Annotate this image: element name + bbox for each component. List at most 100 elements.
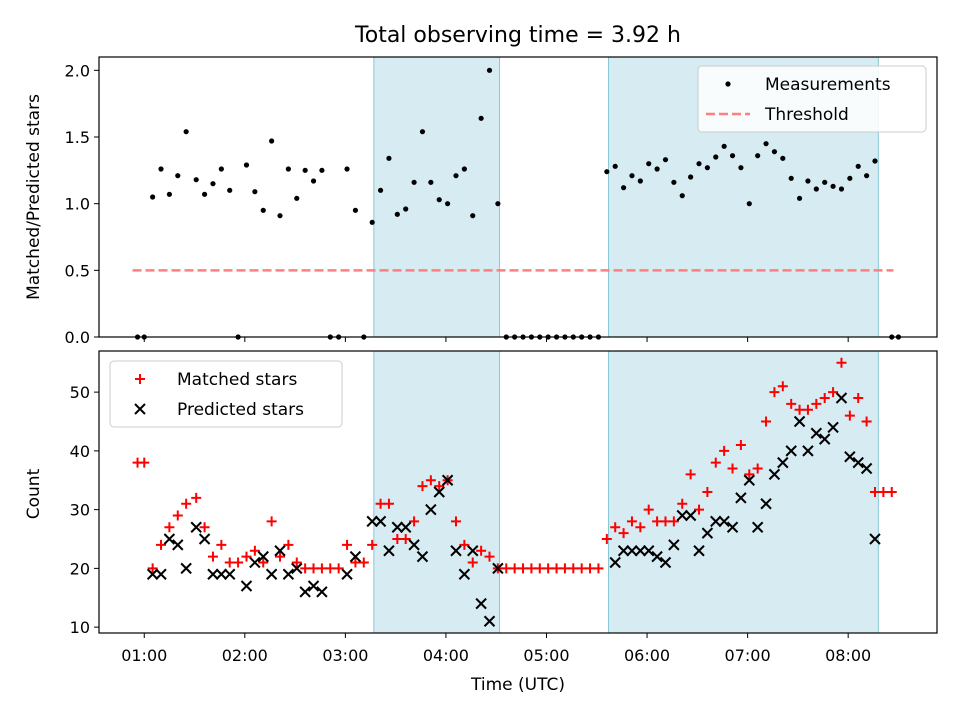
matched-star-point [694,504,705,515]
measurement-point [671,179,677,185]
matched-star-point [417,481,428,492]
y-tick-label: 30 [70,501,90,520]
measurement-point [428,179,434,185]
predicted-star-point [441,474,454,486]
predicted-star-point [291,562,303,575]
predicted-star-point [693,545,705,557]
matched-star-point [258,557,269,568]
matched-star-point [434,481,445,492]
matched-star-point [216,539,227,550]
measurement-point [729,153,736,159]
measurement-point [495,201,501,207]
y-tick-label: 20 [70,559,90,578]
count-panel: 10 20 30 40 50 01:00 02:00 03:00 04:00 05:00 06:00… [70,350,938,665]
predicted-star-point [316,586,328,598]
matched-star-point [509,563,520,574]
measurement-point [252,189,258,195]
y-tick-label: 40 [70,442,90,461]
measurement-point [763,141,769,147]
measurement-point [310,178,317,184]
predicted-star-point [172,539,184,551]
measurement-point [369,219,375,225]
measurement-point [637,178,643,184]
predicted-star-point [651,550,663,563]
predicted-star-point [249,556,261,569]
legend-label: Matched stars [177,370,297,390]
measurement-point [158,166,164,172]
predicted-star-point [793,415,806,428]
measurement-point [243,162,250,168]
matched-star-point [543,563,554,574]
predicted-star-point [307,580,320,592]
y-tick-label: 10 [70,618,90,637]
predicted-star-point [207,568,219,580]
matched-star-point [593,563,604,574]
matched-star-point [861,416,872,427]
predicted-star-point [743,474,755,486]
matched-star-point [610,522,621,533]
predicted-star-point [425,503,437,516]
measurement-point [855,163,861,169]
matched-star-point [450,516,461,527]
y-tick-label: 1.5 [65,128,90,147]
matched-star-point [291,557,302,568]
measurement-point [780,155,786,161]
matched-star-point [300,563,311,574]
predicted-star-point [265,568,278,580]
matched-star-point [744,469,755,480]
matched-star-point [828,387,839,398]
predicted-star-point [668,539,680,551]
predicted-star-point [617,545,630,557]
measurement-point [461,166,467,172]
ratio-panel: 0.0 0.5 1.0 1.5 2.0 Measurements Threshold [65,56,938,347]
matched-star-point [710,457,721,468]
measurement-point [788,175,794,181]
measurement-point [704,165,710,171]
predicted-star-point [180,562,192,575]
matched-star-point [685,469,696,480]
predicted-star-point [726,521,739,533]
measurement-point [419,129,426,135]
y-tick-label: 0.5 [65,261,90,280]
matched-star-point [551,563,562,574]
matched-star-point [585,563,596,574]
matched-star-point [844,410,855,421]
measurement-point [755,153,761,159]
matched-star-point [342,539,353,550]
x-tick-label: 08:00 [825,646,871,665]
matched-star-point [325,563,336,574]
measurement-point [210,181,216,187]
measurement-point [166,191,172,197]
predicted-star-point [810,427,823,439]
matched-star-point [375,498,386,509]
chart-title: Total observing time = 3.92 h [354,23,681,48]
matched-star-point [601,534,612,544]
x-tick-label: 01:00 [121,646,167,665]
matched-star-point [484,551,495,562]
predicted-star-point [257,550,269,563]
measurement-point [319,167,325,173]
predicted-star-point [751,521,764,533]
measurement-point [830,183,836,189]
matched-star-point [367,539,378,550]
matched-star-point [777,381,788,392]
matched-star-point [568,563,579,574]
matched-star-point [652,516,663,527]
predicted-star-point [198,533,211,545]
predicted-star-point [163,533,176,545]
measurement-point [411,179,417,185]
y-tick-label: 50 [70,383,90,402]
measurement-point [285,166,291,172]
matched-star-point [660,516,671,527]
measurement-point [872,158,878,164]
measurement-point [470,213,476,219]
legend-label: Predicted stars [177,400,304,420]
measurement-point [302,167,308,173]
predicted-star-point [844,451,856,463]
measurement-point [478,115,484,121]
predicted-star-point [852,456,864,469]
y-tick-label: 2.0 [65,61,90,80]
measurement-point [403,206,409,212]
matched-star-point [275,551,286,562]
